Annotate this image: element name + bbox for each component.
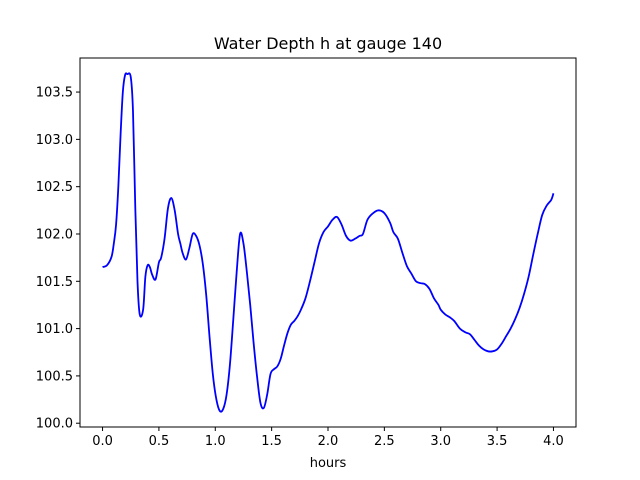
plot-area: 0.0 0.5 1.0 1.5 2.0 2.5 3.0 3.5 4.0 100.0 100.5 101… (36, 57, 577, 449)
x-tick-label: 0.5 (149, 434, 170, 449)
x-tick-label: 1.5 (261, 434, 282, 449)
y-tick-label: 103.5 (36, 86, 73, 101)
x-tick-label: 1.0 (205, 434, 226, 449)
x-tick-label: 2.0 (318, 434, 339, 449)
y-tick-label: 100.5 (36, 369, 73, 384)
x-tick-label: 4.0 (543, 434, 564, 449)
x-axis-label: hours (310, 456, 347, 471)
y-tick-label: 102.5 (36, 180, 73, 195)
chart-title: Water Depth h at gauge 140 (214, 34, 442, 53)
x-tick-label: 3.5 (487, 434, 508, 449)
y-tick-label: 102.0 (36, 227, 73, 242)
y-tick-label: 100.0 (36, 417, 73, 432)
y-tick-label: 103.0 (36, 133, 73, 148)
series-line-water-depth (102, 72, 555, 413)
x-tick-label: 2.5 (374, 434, 395, 449)
y-tick-label: 101.5 (36, 275, 73, 290)
y-tick-label: 101.0 (36, 322, 73, 337)
x-tick-label: 0.0 (92, 434, 113, 449)
x-tick-label: 3.0 (430, 434, 451, 449)
